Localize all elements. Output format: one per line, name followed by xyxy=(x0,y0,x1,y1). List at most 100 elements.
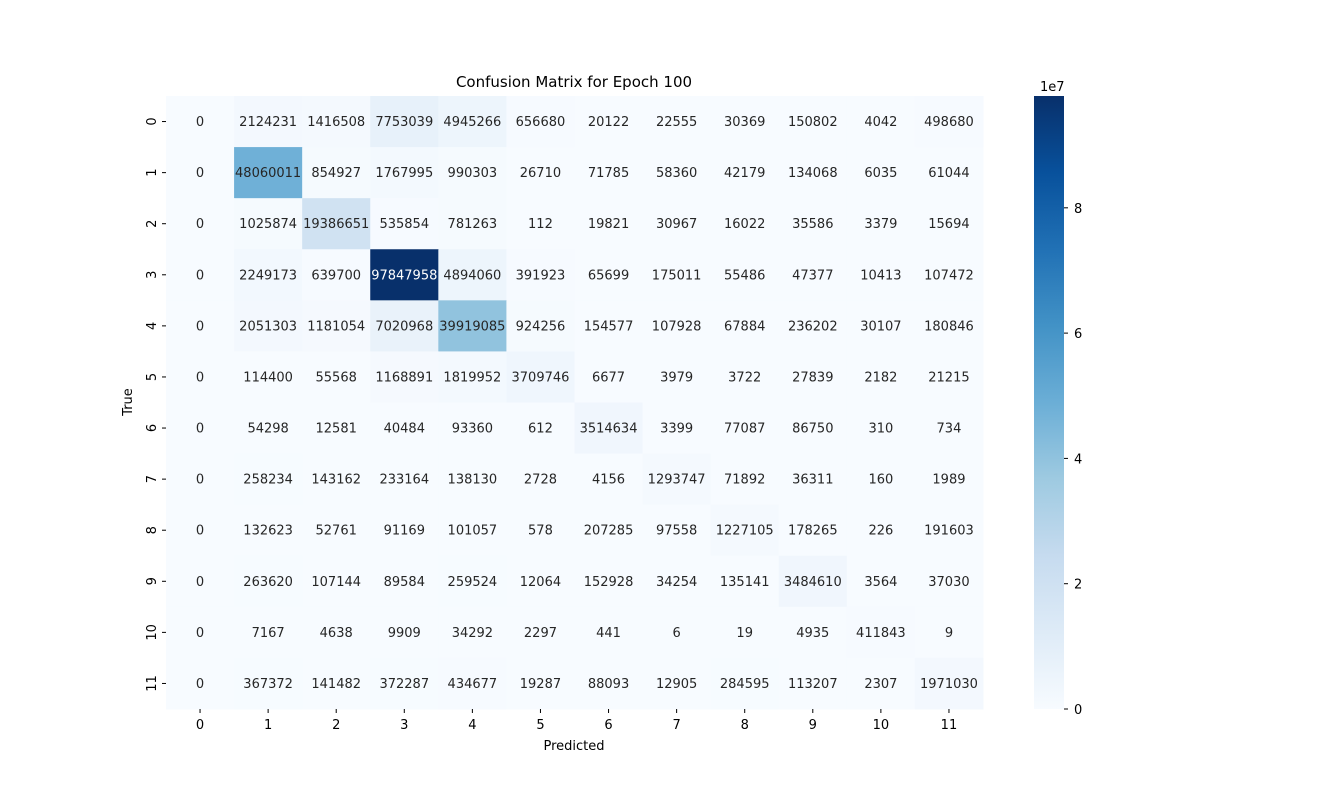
heatmap-cell xyxy=(574,453,644,506)
heatmap-cell xyxy=(778,606,848,659)
cell-value-label: 19287 xyxy=(520,677,561,692)
x-axis-ticks: 0 1 2 3 4 5 6 7 8 9 10 11 xyxy=(196,709,957,733)
y-tick-label: 8 xyxy=(145,526,160,534)
cell-value-label: 113207 xyxy=(788,677,838,692)
cell-value-label: 7020968 xyxy=(375,319,433,334)
heatmap-cells: 0 2124231 1416508 7753039 4945266 656680 20122… xyxy=(166,96,984,710)
heatmap-cell xyxy=(234,555,303,608)
cell-value-label: 141482 xyxy=(311,677,361,692)
heatmap-cell xyxy=(846,555,916,608)
heatmap-cell xyxy=(234,453,303,506)
y-tick-label: 9 xyxy=(145,577,160,585)
cell-value-label: 71892 xyxy=(724,473,765,488)
heatmap-cell xyxy=(642,402,712,455)
heatmap-cell xyxy=(370,198,439,250)
heatmap-cell xyxy=(710,657,780,710)
cell-value-label: 3514634 xyxy=(580,422,638,437)
heatmap-cell xyxy=(302,555,371,608)
cell-value-label: 2249173 xyxy=(239,268,297,283)
colorbar-tick-label: 8 xyxy=(1074,202,1082,217)
cell-value-label: 40484 xyxy=(384,422,425,437)
cell-value-label: 310 xyxy=(868,422,893,437)
cell-value-label: 48060011 xyxy=(235,166,301,181)
heatmap-cell xyxy=(914,96,984,148)
cell-value-label: 12905 xyxy=(656,677,697,692)
cell-value-label: 2051303 xyxy=(239,319,297,334)
heatmap-cell xyxy=(506,606,575,659)
heatmap-cell xyxy=(302,504,371,557)
heatmap-cell xyxy=(370,657,439,710)
heatmap-cell xyxy=(914,147,984,199)
cell-value-label: 34292 xyxy=(452,626,493,641)
heatmap-cell xyxy=(574,657,644,710)
heatmap-cell xyxy=(302,198,371,250)
cell-value-label: 6035 xyxy=(864,166,897,181)
heatmap-cell xyxy=(166,249,235,301)
heatmap-cell xyxy=(370,351,439,403)
heatmap-cell xyxy=(642,504,712,557)
cell-value-label: 107144 xyxy=(311,575,361,590)
heatmap-cell xyxy=(574,96,644,148)
cell-value-label: 3979 xyxy=(660,370,693,385)
heatmap-cell xyxy=(574,300,644,352)
cell-value-label: 578 xyxy=(528,524,553,539)
heatmap-cell xyxy=(914,351,984,403)
cell-value-label: 30967 xyxy=(656,217,697,232)
heatmap-cell xyxy=(302,453,371,506)
heatmap-cell xyxy=(506,249,575,301)
heatmap-cell xyxy=(778,300,848,352)
heatmap-cell xyxy=(302,249,371,301)
heatmap-cell xyxy=(778,555,848,608)
heatmap-cell xyxy=(438,249,507,301)
heatmap-cell xyxy=(574,402,644,455)
heatmap-cell xyxy=(166,453,235,506)
y-tick-label: 0 xyxy=(145,117,160,125)
cell-value-label: 154577 xyxy=(584,319,634,334)
heatmap-cell xyxy=(574,249,644,301)
cell-value-label: 0 xyxy=(196,268,204,283)
heatmap-cell xyxy=(234,504,303,557)
heatmap-cell xyxy=(914,300,984,352)
heatmap-cell xyxy=(710,453,780,506)
cell-value-label: 0 xyxy=(196,319,204,334)
heatmap-cell xyxy=(438,402,507,455)
heatmap-cell xyxy=(302,300,371,352)
x-tick-label: 8 xyxy=(741,718,749,733)
heatmap-cell xyxy=(166,504,235,557)
heatmap-cell xyxy=(166,351,235,403)
colorbar-tick-label: 6 xyxy=(1074,327,1082,342)
y-tick-label: 7 xyxy=(145,475,160,483)
heatmap-cell xyxy=(438,657,507,710)
heatmap-cell xyxy=(778,147,848,199)
cell-value-label: 990303 xyxy=(448,166,498,181)
heatmap-cell xyxy=(438,504,507,557)
cell-value-label: 372287 xyxy=(379,677,429,692)
cell-value-label: 2124231 xyxy=(239,115,297,130)
heatmap-cell xyxy=(370,555,439,608)
colorbar-tick-label: 2 xyxy=(1074,578,1082,593)
cell-value-label: 54298 xyxy=(247,422,288,437)
cell-value-label: 19821 xyxy=(588,217,629,232)
heatmap-cell xyxy=(166,657,235,710)
cell-value-label: 30107 xyxy=(860,319,901,334)
heatmap-cell xyxy=(914,402,984,455)
heatmap-cell xyxy=(846,300,916,352)
heatmap-cell xyxy=(234,147,303,199)
heatmap-cell xyxy=(166,300,235,352)
y-tick-label: 1 xyxy=(145,168,160,176)
y-tick-label: 10 xyxy=(145,624,160,641)
heatmap-cell xyxy=(710,198,780,250)
cell-value-label: 58360 xyxy=(656,166,697,181)
cell-value-label: 55486 xyxy=(724,268,765,283)
cell-value-label: 10413 xyxy=(860,268,901,283)
cell-value-label: 734 xyxy=(937,422,962,437)
cell-value-label: 0 xyxy=(196,115,204,130)
heatmap-cell xyxy=(370,96,439,148)
x-tick-label: 10 xyxy=(873,718,890,733)
cell-value-label: 781263 xyxy=(448,217,498,232)
cell-value-label: 26710 xyxy=(520,166,561,181)
cell-value-label: 207285 xyxy=(584,524,634,539)
heatmap-cell xyxy=(574,504,644,557)
cell-value-label: 42179 xyxy=(724,166,765,181)
heatmap-cell xyxy=(846,147,916,199)
